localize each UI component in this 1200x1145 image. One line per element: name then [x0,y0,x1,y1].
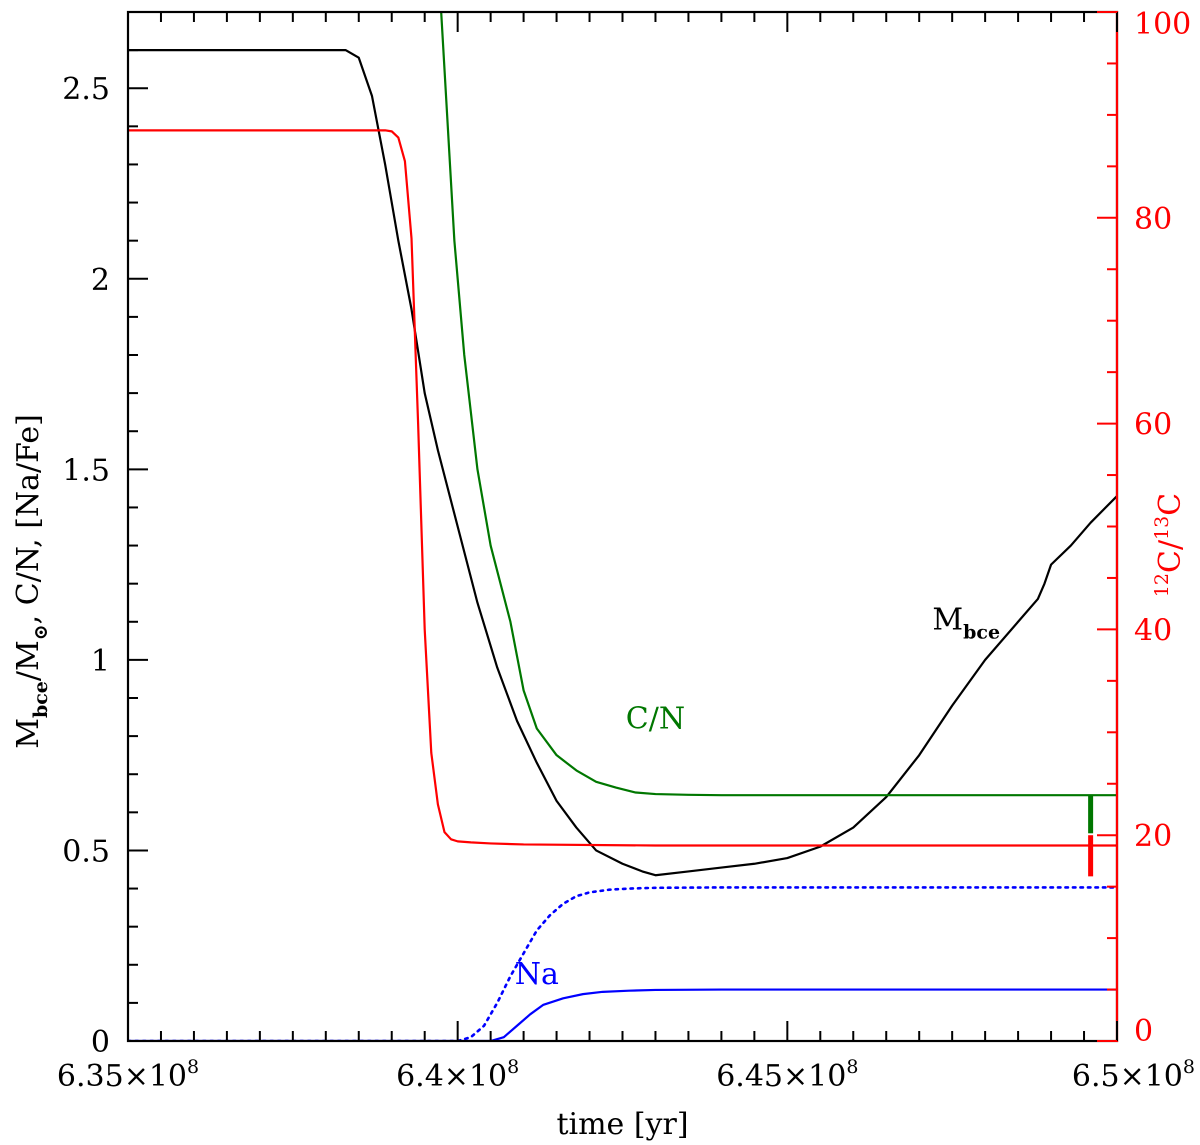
y-right-tick-label: 80 [1134,202,1172,237]
label-cn: C/N [626,701,685,736]
y-left-tick-label: 0.5 [62,834,110,869]
series-line-c-n [440,12,1117,797]
y-right-tick-label: 20 [1134,819,1172,854]
series-line-na-dotted [128,886,1117,1041]
series-line-12c-13c [128,129,1117,847]
series-layer [128,12,1117,1041]
y-right-ticks: 0 20 40 60 80 100 [1097,7,1191,1049]
y-right-tick-label: 100 [1134,7,1191,42]
y-left-tick-label: 0 [91,1025,110,1060]
x-axis-title: time [yr] [556,1107,688,1142]
x-tick-label: 6.45×108 [716,1056,858,1094]
y-right-tick-label: 60 [1134,408,1172,443]
y-right-tick-label: 40 [1134,613,1172,648]
series-line-na-solid [128,988,1117,1041]
x-tick-label: 6.35×108 [57,1056,199,1094]
y-right-tick-label: 0 [1134,1014,1153,1049]
y-left-tick-label: 1 [91,644,110,679]
series-line-m-bce [128,49,1117,877]
annotations: Mbce C/N Na [515,602,1000,991]
y-left-tick-label: 2.5 [62,72,110,107]
label-mbce: Mbce [932,602,1000,643]
x-ticks: 6.35×108 6.4×108 6.45×108 6.5×108 [57,12,1195,1094]
label-na: Na [515,957,559,992]
x-tick-label: 6.4×108 [396,1056,519,1094]
y-left-tick-label: 1.5 [62,453,110,488]
x-tick-label: 6.5×108 [1072,1056,1195,1094]
y-left-ticks: 0 0.5 1 1.5 2 2.5 [62,11,148,1060]
y-left-tick-label: 2 [91,263,110,298]
y-left-axis-title: Mbce/M⊙, C/N, [Na/Fe] [11,414,52,749]
y-right-axis-title: 12C/13C [1151,493,1188,597]
